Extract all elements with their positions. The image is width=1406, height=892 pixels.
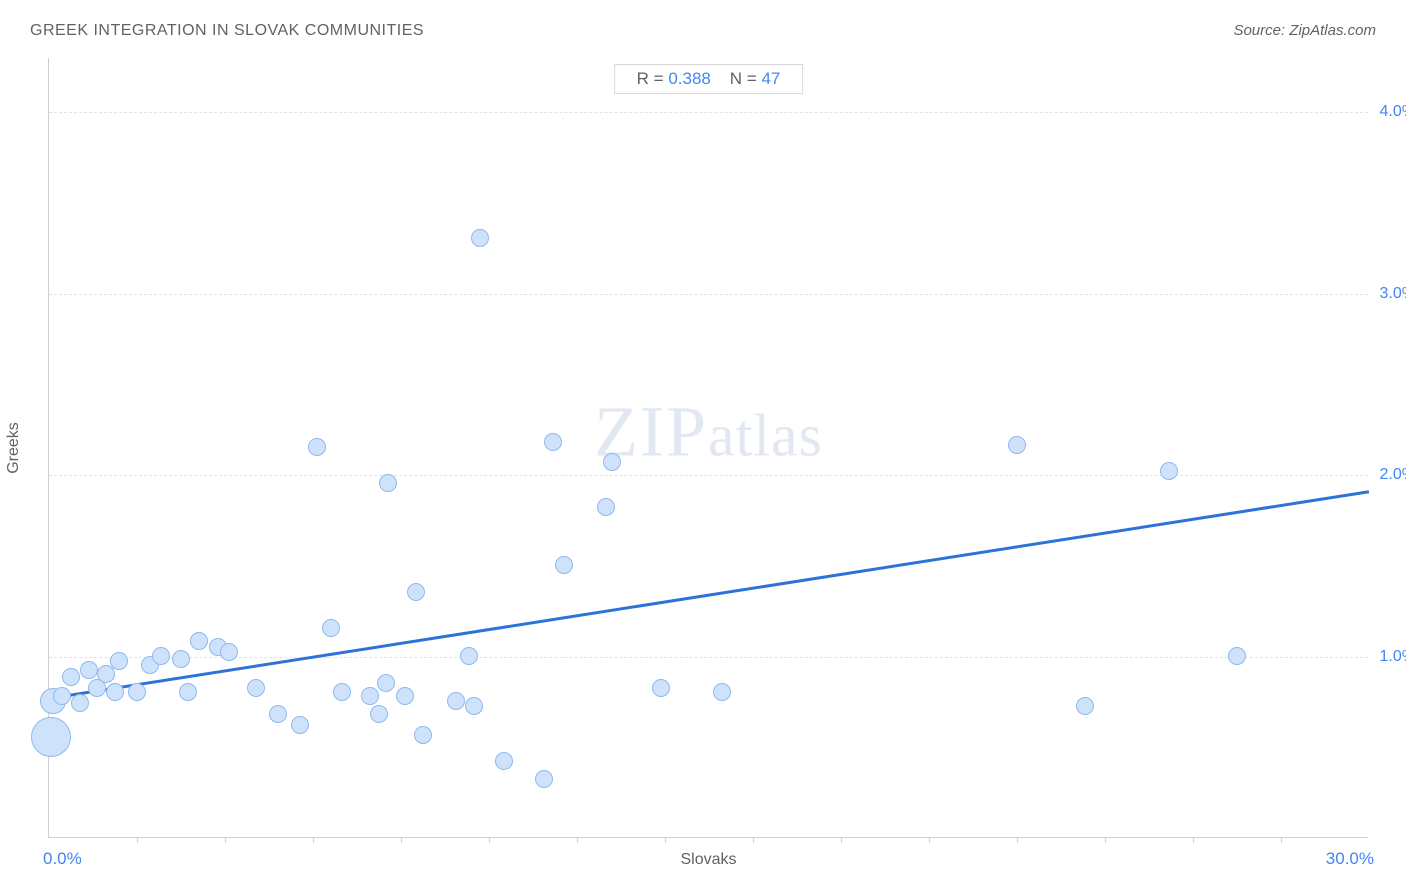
data-point (1076, 697, 1094, 715)
x-minor-tick (577, 837, 578, 843)
x-min-label: 0.0% (43, 849, 82, 869)
data-point (396, 687, 414, 705)
data-point (106, 683, 124, 701)
data-point (495, 752, 513, 770)
data-point (652, 679, 670, 697)
data-point (190, 632, 208, 650)
scatter-plot-area: ZIPatlas R = 0.388 N = 47 Greeks Slovaks… (48, 58, 1368, 838)
x-minor-tick (1193, 837, 1194, 843)
n-value: 47 (761, 69, 780, 88)
data-point (128, 683, 146, 701)
data-point (460, 647, 478, 665)
data-point (407, 583, 425, 601)
data-point (291, 716, 309, 734)
y-gridline (49, 657, 1368, 658)
data-point (544, 433, 562, 451)
data-point (597, 498, 615, 516)
x-minor-tick (1281, 837, 1282, 843)
r-value: 0.388 (668, 69, 711, 88)
data-point (220, 643, 238, 661)
x-minor-tick (489, 837, 490, 843)
x-minor-tick (753, 837, 754, 843)
x-minor-tick (665, 837, 666, 843)
trend-line (49, 490, 1369, 699)
x-minor-tick (225, 837, 226, 843)
data-point (414, 726, 432, 744)
data-point (1008, 436, 1026, 454)
data-point (361, 687, 379, 705)
data-point (247, 679, 265, 697)
data-point (1160, 462, 1178, 480)
x-minor-tick (313, 837, 314, 843)
data-point (603, 453, 621, 471)
r-label: R = (637, 69, 664, 88)
data-point (377, 674, 395, 692)
data-point (53, 687, 71, 705)
data-point (713, 683, 731, 701)
data-point (308, 438, 326, 456)
data-point (535, 770, 553, 788)
x-minor-tick (841, 837, 842, 843)
data-point (447, 692, 465, 710)
data-point (1228, 647, 1246, 665)
stats-box: R = 0.388 N = 47 (614, 64, 804, 94)
data-point (333, 683, 351, 701)
data-point (370, 705, 388, 723)
data-point (322, 619, 340, 637)
data-point (152, 647, 170, 665)
data-point (465, 697, 483, 715)
x-minor-tick (401, 837, 402, 843)
y-gridline (49, 112, 1368, 113)
data-point (110, 652, 128, 670)
x-axis-label: Slovaks (680, 851, 736, 869)
data-point (555, 556, 573, 574)
x-minor-tick (1017, 837, 1018, 843)
data-point (379, 474, 397, 492)
data-point (179, 683, 197, 701)
y-tick-label: 1.0% (1372, 648, 1406, 666)
chart-title: GREEK INTEGRATION IN SLOVAK COMMUNITIES (30, 22, 424, 40)
y-tick-label: 3.0% (1372, 285, 1406, 303)
y-gridline (49, 294, 1368, 295)
x-minor-tick (137, 837, 138, 843)
x-minor-tick (1105, 837, 1106, 843)
y-tick-label: 2.0% (1372, 466, 1406, 484)
data-point (172, 650, 190, 668)
y-axis-label: Greeks (5, 422, 23, 474)
x-max-label: 30.0% (1326, 849, 1374, 869)
data-point (31, 717, 71, 757)
data-point (471, 229, 489, 247)
x-minor-tick (929, 837, 930, 843)
data-point (62, 668, 80, 686)
watermark: ZIPatlas (594, 390, 823, 473)
watermark-small: atlas (708, 402, 823, 468)
data-point (269, 705, 287, 723)
source-attribution: Source: ZipAtlas.com (1233, 22, 1376, 39)
data-point (80, 661, 98, 679)
data-point (71, 694, 89, 712)
y-tick-label: 4.0% (1372, 103, 1406, 121)
n-label: N = (730, 69, 757, 88)
